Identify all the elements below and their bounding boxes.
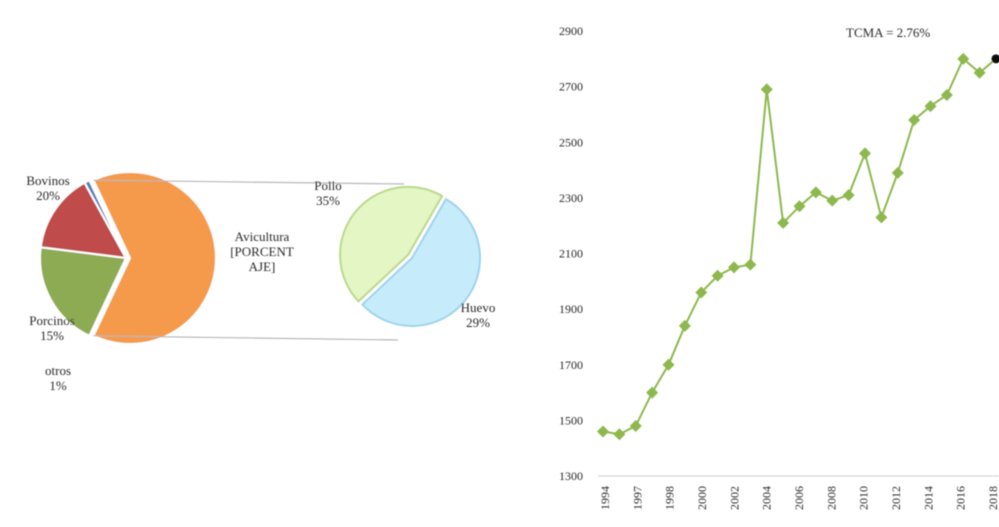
slice-label: Porcinos (29, 313, 75, 328)
data-point (940, 88, 953, 101)
data-point (793, 200, 806, 213)
x-tick-label: 2012 (889, 486, 903, 510)
series-line (602, 57, 997, 436)
breakdown-percent-label: 29% (466, 315, 490, 330)
data-point (728, 261, 740, 274)
pie-slice-bovinos (39, 246, 128, 338)
slice-percent-label: 20% (36, 188, 60, 203)
data-point (991, 54, 999, 64)
data-point (678, 319, 691, 332)
data-point (973, 66, 986, 79)
x-tick-label: 2016 (954, 486, 968, 510)
y-tick-label: 2500 (559, 135, 583, 149)
y-tick-label: 2700 (559, 80, 583, 94)
y-tick-label: 2300 (559, 191, 583, 205)
data-point (597, 425, 609, 438)
line-chart: 1300 1500 1700 1900 2100 2300 2500 2700 2900 1994… (559, 24, 999, 510)
x-tick-label: 1994 (598, 486, 612, 510)
y-tick-label: 2900 (559, 24, 583, 38)
pie-slice-avicultura (92, 171, 217, 345)
data-point (826, 194, 839, 207)
x-tick-label: 2006 (792, 486, 806, 510)
pie-slice-porcinos (39, 181, 128, 260)
y-tick-label: 2100 (559, 247, 583, 261)
data-point (859, 147, 871, 160)
data-point (646, 386, 659, 399)
pie-slice-otros (83, 178, 127, 259)
data-point (662, 358, 675, 371)
data-point (777, 216, 790, 229)
y-tick-label: 1500 (559, 413, 583, 427)
slice-percent-label: 1% (49, 378, 67, 393)
connector-line-top (93, 179, 405, 185)
tcma-annotation: TCMA = 2.76% (846, 25, 930, 40)
x-tick-label: 2014 (921, 486, 935, 510)
slice-label: Avicultura (235, 229, 290, 244)
data-point (875, 211, 888, 224)
data-point (842, 189, 855, 202)
x-tick-label: 2002 (727, 486, 741, 510)
y-tick-label: 1900 (559, 302, 583, 316)
x-tick-label: 2004 (760, 486, 774, 510)
breakdown-percent-label: 35% (316, 193, 340, 208)
x-tick-label: 1997 (630, 486, 644, 510)
data-point (711, 269, 724, 282)
breakdown-label: Huevo (461, 300, 496, 315)
x-tick-label: 2000 (695, 486, 709, 510)
data-point (924, 100, 937, 113)
data-point (760, 83, 773, 96)
data-point (629, 419, 642, 432)
x-tick-label: 2010 (857, 486, 871, 510)
x-tick-label: 2018 (986, 486, 999, 510)
connector-line-bottom (93, 335, 399, 341)
slice-percent-label: 15% (40, 328, 64, 343)
breakdown-slice-huevo (339, 185, 444, 303)
data-point (695, 286, 708, 299)
slice-label: [PORCENT (230, 244, 294, 259)
breakdown-label: Pollo (314, 178, 341, 193)
x-tick-label: 1998 (663, 486, 677, 510)
y-tick-label: 1300 (559, 469, 583, 483)
data-point (957, 52, 970, 65)
x-tick-label: 2008 (824, 486, 838, 510)
data-point (613, 428, 626, 441)
data-point (744, 258, 757, 271)
data-point (891, 166, 904, 179)
data-point (809, 186, 822, 199)
breakdown-slice-pollo (360, 197, 481, 327)
y-tick-label: 1700 (559, 358, 583, 372)
slice-label: AJE] (249, 259, 276, 274)
slice-label: otros (45, 363, 71, 378)
data-point (908, 114, 921, 126)
slice-label: Bovinos (26, 173, 69, 188)
